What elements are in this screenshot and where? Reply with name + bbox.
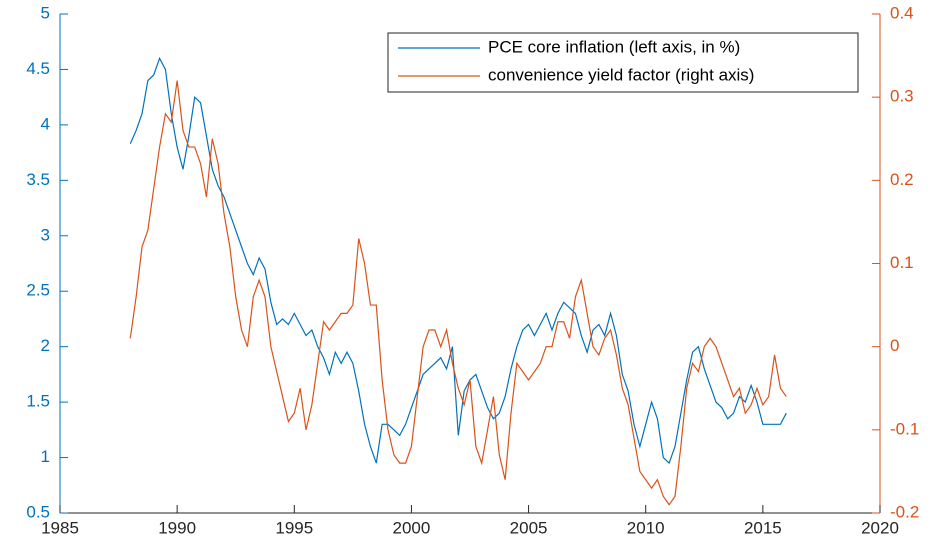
y-tick-label: 0.5: [26, 502, 50, 521]
x-tick-label: 2015: [744, 518, 782, 537]
x-tick-label: 2000: [393, 518, 431, 537]
y2-tick-label: -0.2: [890, 502, 919, 521]
x-tick-label: 2010: [627, 518, 665, 537]
y2-tick-label: 0.1: [890, 253, 914, 272]
y2-tick-label: 0: [890, 336, 899, 355]
x-tick-label: 2005: [510, 518, 548, 537]
legend-label: PCE core inflation (left axis, in %): [488, 37, 740, 56]
y2-tick-label: -0.1: [890, 419, 919, 438]
legend-box: [387, 32, 859, 93]
series-line: [129, 56, 787, 465]
x-tick-label: 1990: [158, 518, 196, 537]
y-tick-label: 4: [41, 114, 50, 133]
y-tick-label: 1: [41, 447, 50, 466]
y-tick-label: 2.5: [26, 281, 50, 300]
y-tick-label: 5: [41, 3, 50, 22]
x-tick-label: 2020: [861, 518, 899, 537]
y-tick-label: 4.5: [26, 59, 50, 78]
y-tick-label: 1.5: [26, 392, 50, 411]
y-tick-label: 2: [41, 336, 50, 355]
y-tick-label: 3: [41, 225, 50, 244]
x-tick-label: 1985: [41, 518, 79, 537]
x-tick-label: 1995: [275, 518, 313, 537]
y2-tick-label: 0.4: [890, 3, 914, 22]
y2-tick-label: 0.2: [890, 170, 914, 189]
series-line: [129, 80, 787, 506]
y-tick-label: 3.5: [26, 170, 50, 189]
y2-tick-label: 0.3: [890, 87, 914, 106]
legend-label: convenience yield factor (right axis): [488, 65, 754, 84]
